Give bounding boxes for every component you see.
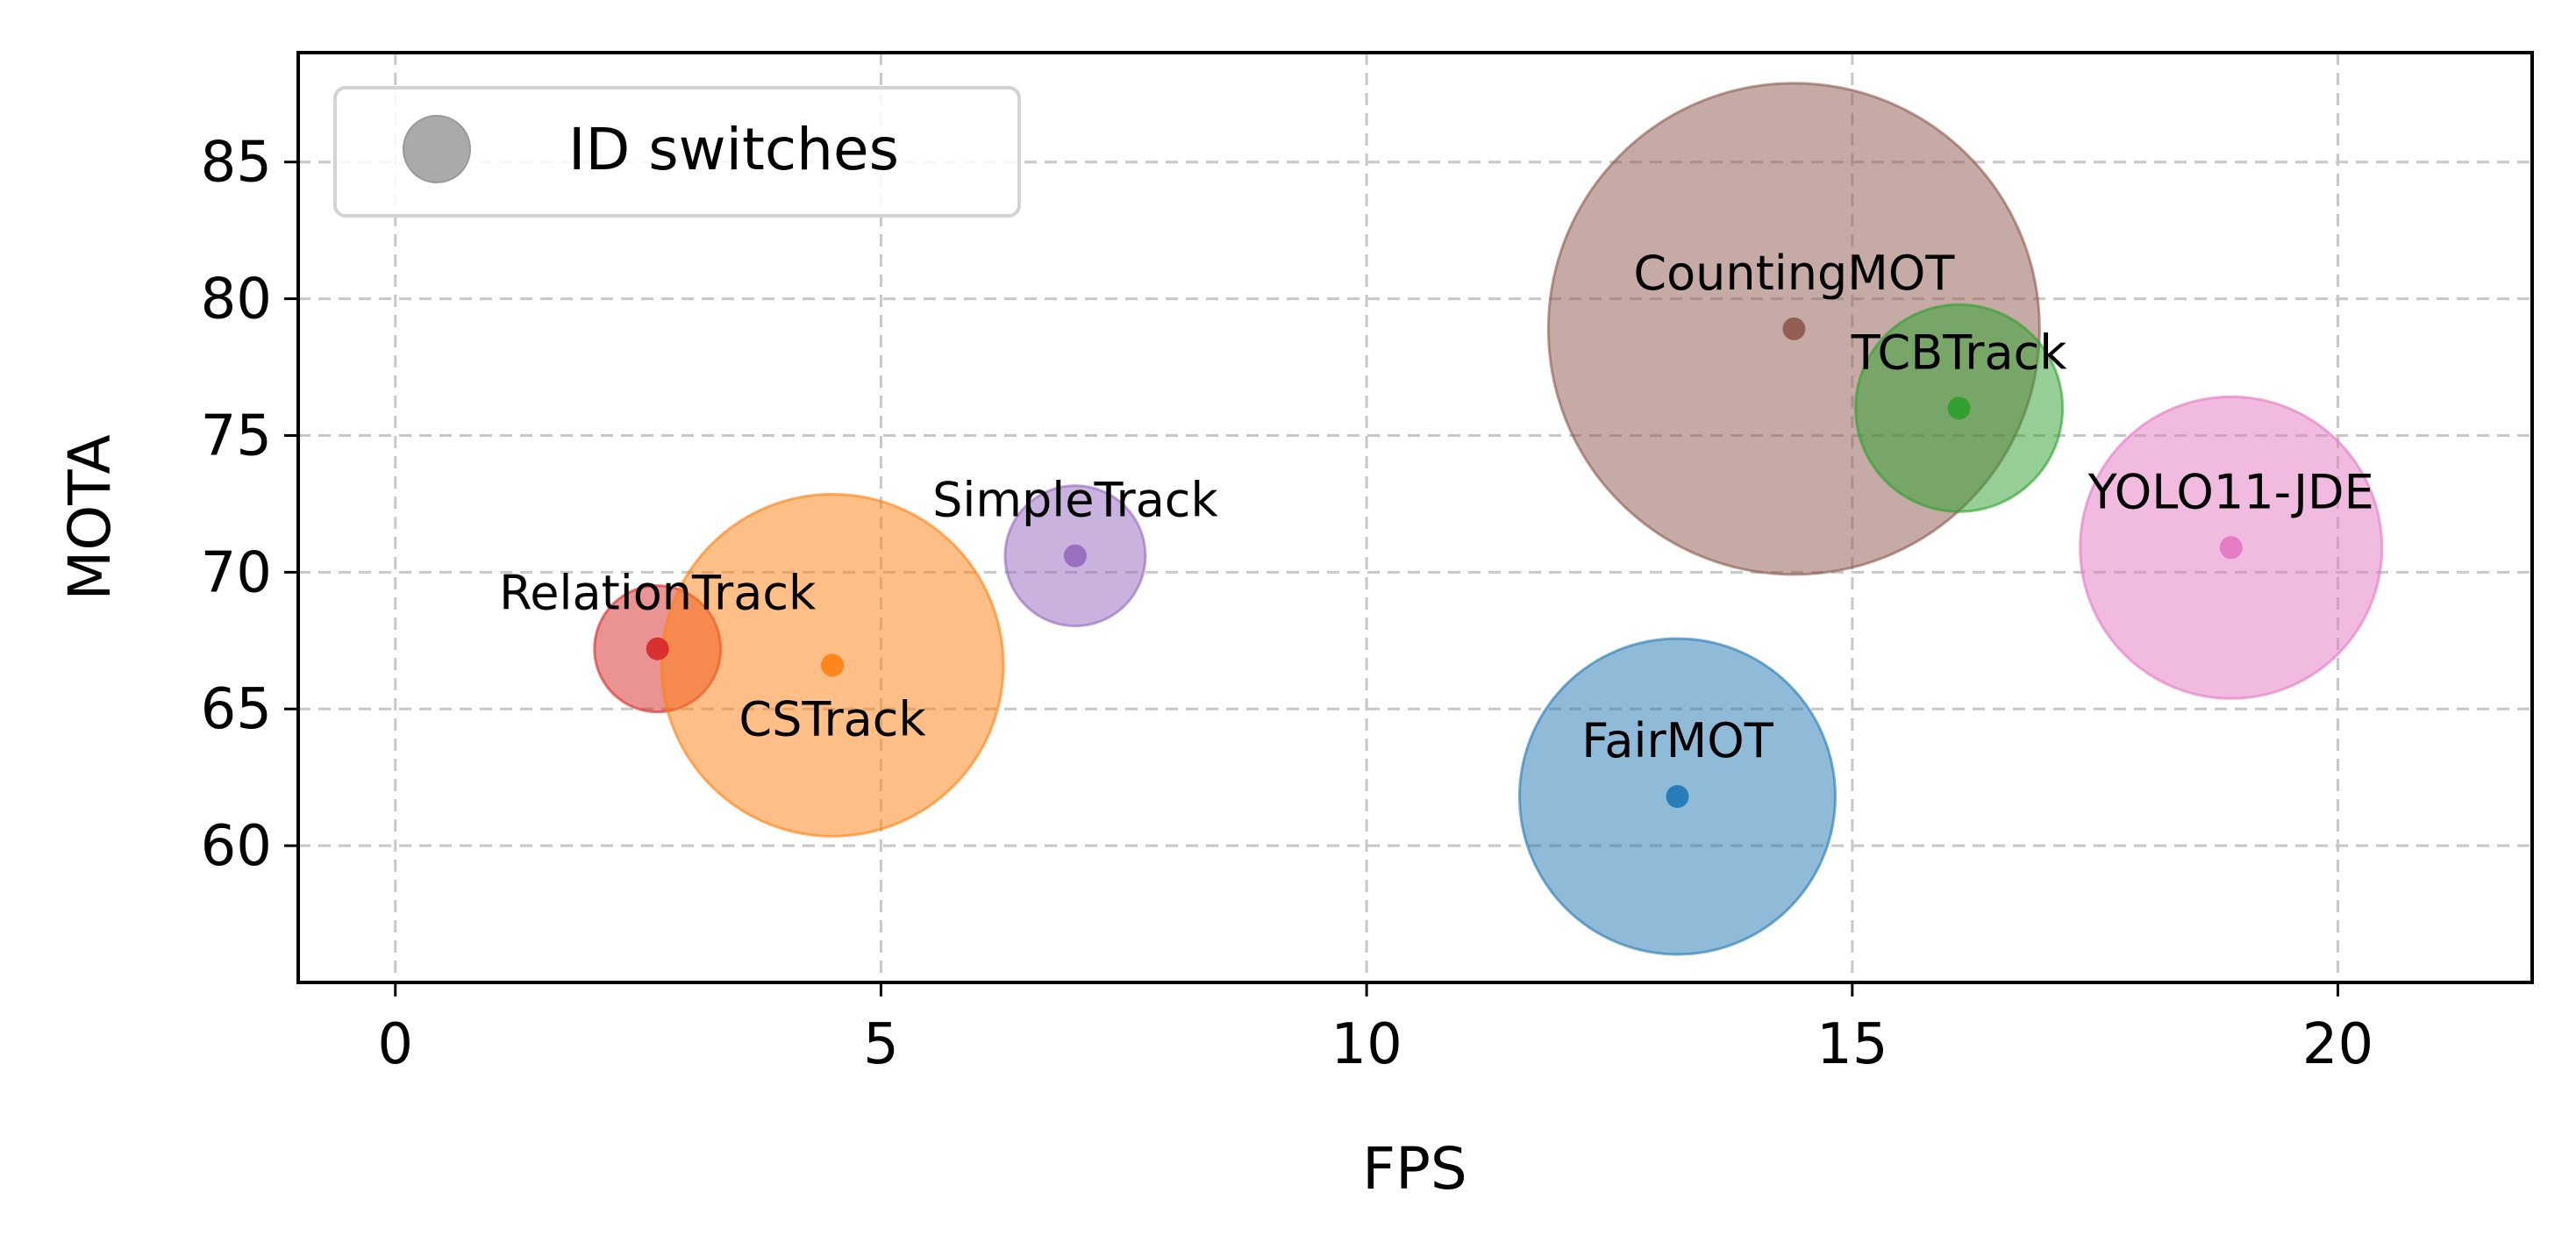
x-tick-label: 20	[2302, 1012, 2373, 1077]
point-labels: RelationTrack CSTrack SimpleTrack FairMOT Co…	[499, 246, 2374, 768]
x-tick-label: 15	[1816, 1012, 1887, 1077]
y-axis-label: MOTA	[56, 434, 124, 600]
x-axis-label: FPS	[1362, 1135, 1467, 1203]
legend-box	[333, 86, 1021, 218]
legend-marker-icon	[403, 115, 471, 183]
center-dot-tcbtrack	[1947, 396, 1971, 420]
y-tick-label: 85	[201, 131, 272, 196]
point-label-relationtrack: RelationTrack	[499, 566, 817, 621]
center-dots	[646, 317, 2243, 808]
point-label-cstrack: CSTrack	[739, 691, 926, 746]
center-dot-relationtrack	[646, 637, 669, 661]
y-tick-label: 75	[201, 404, 272, 468]
center-dot-yolo11-jde	[2219, 536, 2243, 560]
point-label-countingmot: CountingMOT	[1633, 246, 1955, 301]
x-tick-label: 0	[377, 1012, 413, 1077]
x-tick-label: 5	[863, 1012, 899, 1077]
y-tick-label: 70	[201, 540, 272, 605]
center-dot-cstrack	[821, 653, 845, 677]
plot-frame	[296, 51, 2534, 984]
center-dot-countingmot	[1782, 317, 1806, 340]
center-dot-fairmot	[1666, 785, 1689, 808]
point-label-yolo11-jde: YOLO11-JDE	[2087, 464, 2374, 519]
legend-label: ID switches	[568, 116, 899, 183]
ticks: 0 5 10 15 20 60 65 70 75 80 85	[201, 131, 2374, 1077]
y-tick-label: 65	[201, 677, 272, 742]
point-label-fairmot: FairMOT	[1581, 713, 1773, 768]
legend: ID switches	[333, 86, 1021, 218]
y-tick-label: 60	[201, 814, 272, 879]
point-label-simpletrack: SimpleTrack	[932, 473, 1218, 528]
point-label-tcbtrack: TCBTrack	[1851, 325, 2068, 380]
x-tick-label: 10	[1331, 1012, 1402, 1077]
center-dot-simpletrack	[1063, 544, 1087, 568]
y-tick-label: 80	[201, 268, 272, 332]
